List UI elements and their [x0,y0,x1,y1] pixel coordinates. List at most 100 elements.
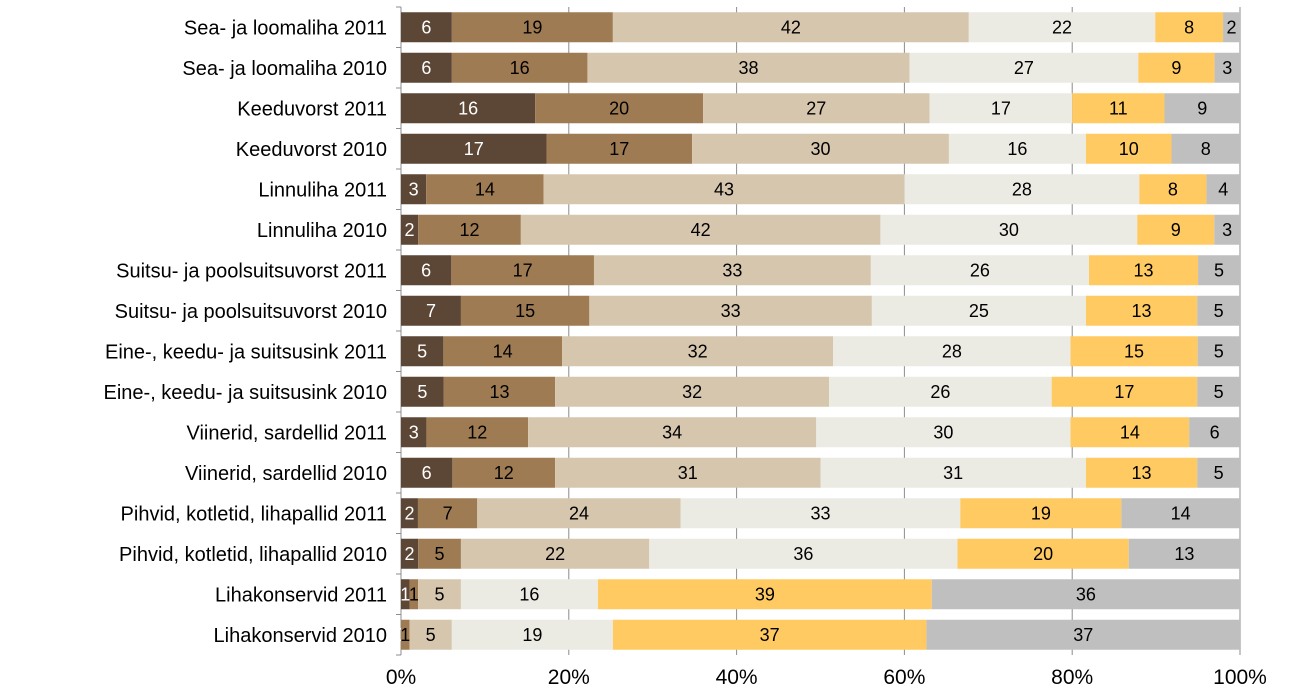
data-label: 15 [1124,341,1144,361]
data-label: 42 [781,17,801,37]
data-label: 24 [569,503,589,523]
data-label: 1 [409,584,419,604]
data-label: 20 [1033,544,1053,564]
bar-segment [692,133,949,164]
data-label: 11 [1109,98,1128,118]
bar-segment [401,255,452,286]
x-tick-label: 0% [386,666,416,689]
data-label: 2 [405,220,415,240]
bar-segment [451,255,594,286]
data-label: 5 [1214,382,1224,402]
bar-segment [418,538,461,569]
bar-segment [1197,376,1240,407]
bar-segment [1085,295,1198,326]
data-label: 33 [810,503,830,523]
data-label: 6 [421,17,431,37]
data-label: 5 [435,584,445,604]
data-label: 38 [738,58,758,78]
bar-segment [1139,174,1207,205]
x-tick-label: 80% [1051,666,1093,689]
bar-segment [1189,417,1240,448]
data-label: 37 [1073,625,1093,645]
bar-segment [426,417,529,448]
category-label: Suitsu- ja poolsuitsuvorst 2010 [115,301,387,323]
data-label: 3 [1222,220,1232,240]
category-label: Sea- ja loomaliha 2010 [182,58,387,80]
data-label: 31 [943,463,963,483]
data-label: 14 [1171,503,1191,523]
bar-segment [451,52,588,83]
data-label: 16 [519,584,539,604]
data-label: 19 [1031,503,1051,523]
data-label: 5 [426,625,436,645]
bar-segment [520,214,881,245]
bar-segment [451,12,613,43]
data-label: 6 [421,58,431,78]
bar-segment [904,174,1140,205]
bar-segment [1085,133,1172,164]
data-label: 28 [1012,179,1032,199]
bar-segment [587,52,910,83]
bar-segment [1171,133,1240,164]
data-label: 6 [422,463,432,483]
data-label: 10 [1119,139,1139,159]
data-label: 2 [1227,17,1237,37]
data-label: 22 [1052,17,1072,37]
category-label: Eine-, keedu- ja suitsusink 2011 [105,341,387,363]
data-label: 7 [443,503,453,523]
category-label: Lihakonservid 2011 [215,584,387,606]
bar-segment [1214,214,1240,245]
data-label: 17 [513,260,533,280]
category-label: Linnuliha 2011 [258,179,387,201]
data-label: 5 [1214,341,1224,361]
bar-segment [528,417,817,448]
bar-segment [833,336,1071,367]
bar-segment [555,457,821,488]
data-label: 14 [475,179,495,199]
data-label: 33 [722,260,742,280]
bar-segment [1206,174,1240,205]
data-label: 13 [1132,463,1152,483]
bar-segment [1223,12,1240,43]
bar-segment [680,498,961,529]
bar-segment [612,12,969,43]
bar-segment [409,619,452,650]
data-label: 17 [991,98,1011,118]
x-tick-label: 60% [883,666,925,689]
bar-segment [1072,93,1165,124]
bar-segment [401,457,453,488]
data-label: 6 [421,260,431,280]
data-label: 36 [793,544,813,564]
bar-segment [703,93,930,124]
data-label: 14 [1120,422,1140,442]
data-label: 28 [942,341,962,361]
category-label: Pihvid, kotletid, lihapallid 2011 [121,503,387,525]
data-label: 9 [1171,220,1181,240]
bar-segment [418,214,521,245]
bar-segment [1070,336,1198,367]
bar-segment [948,133,1086,164]
bar-segment [401,619,410,650]
bar-segment [401,12,452,43]
bar-segment [931,579,1240,610]
data-label: 2 [404,503,414,523]
bar-segment [1155,12,1224,43]
data-label: 30 [999,220,1019,240]
category-label: Viinerid, sardellid 2010 [185,463,387,485]
bar-segment [409,579,419,610]
data-label: 26 [930,382,950,402]
data-label: 16 [510,58,530,78]
bar-segment [401,295,461,326]
bar-segment [555,376,830,407]
bar-segment [589,295,872,326]
bar-segment [1197,457,1240,488]
data-label: 19 [522,17,542,37]
bar-segment [968,12,1156,43]
data-label: 9 [1171,58,1181,78]
x-tick-label: 20% [548,666,590,689]
bar-segment [401,133,547,164]
bar-segment [820,457,1086,488]
bar-segment [926,619,1240,650]
data-label: 34 [662,422,682,442]
